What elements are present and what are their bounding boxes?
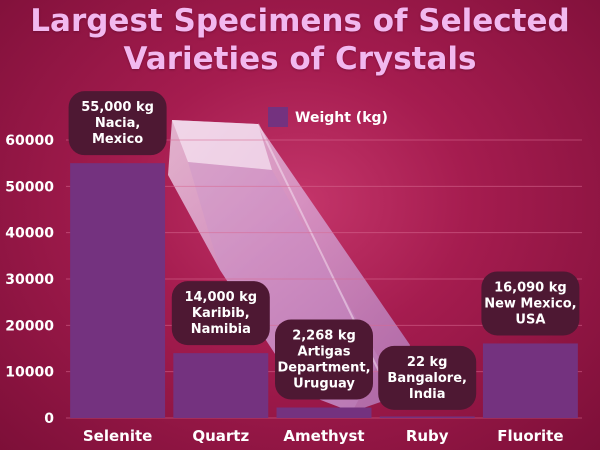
data-label-text: Department,	[277, 360, 370, 375]
bar-quartz	[173, 353, 269, 418]
data-label-text: 16,090 kg	[494, 280, 567, 295]
data-label-text: 22 kg	[407, 355, 448, 370]
bar-selenite	[70, 163, 166, 418]
data-label-text: 2,268 kg	[292, 328, 356, 343]
data-label-box	[481, 271, 580, 336]
data-label-text: Mexico	[92, 132, 143, 147]
bar-fluorite	[482, 343, 578, 418]
chart-title: Largest Specimens of Selected Varieties …	[30, 3, 570, 77]
bar-amethyst	[276, 407, 372, 418]
data-label-text: Bangalore,	[387, 371, 467, 386]
data-label-text: Karibib,	[192, 306, 250, 321]
data-label-text: Namibia	[191, 322, 251, 337]
data-label-text: New Mexico,	[484, 296, 576, 311]
x-category-label: Selenite	[83, 427, 152, 445]
data-label-box	[275, 319, 373, 400]
y-tick-label: 30000	[5, 272, 54, 288]
x-category-label: Amethyst	[283, 427, 364, 445]
legend-swatch	[268, 107, 288, 127]
y-tick-label: 0	[44, 411, 54, 427]
data-label-text: Artigas	[298, 344, 351, 359]
y-tick-label: 20000	[5, 318, 54, 334]
data-label-text: India	[409, 387, 446, 402]
data-label-text: 14,000 kg	[184, 290, 257, 305]
legend-label: Weight (kg)	[295, 110, 388, 126]
x-category-label: Ruby	[406, 427, 449, 445]
data-label-box	[378, 345, 477, 410]
y-tick-label: 10000	[5, 365, 54, 381]
bar-ruby	[379, 416, 475, 418]
x-category-label: Fluorite	[497, 427, 563, 445]
data-label-text: USA	[515, 312, 545, 327]
data-label-box	[68, 91, 167, 156]
data-label-text: Uruguay	[293, 376, 355, 391]
data-label-text: 55,000 kg	[81, 100, 154, 115]
data-label-text: Nacia,	[95, 116, 141, 131]
y-tick-label: 40000	[5, 226, 54, 242]
y-tick-label: 60000	[5, 133, 54, 149]
x-category-label: Quartz	[192, 427, 249, 445]
y-tick-label: 50000	[5, 179, 54, 195]
data-label-box	[171, 281, 270, 346]
